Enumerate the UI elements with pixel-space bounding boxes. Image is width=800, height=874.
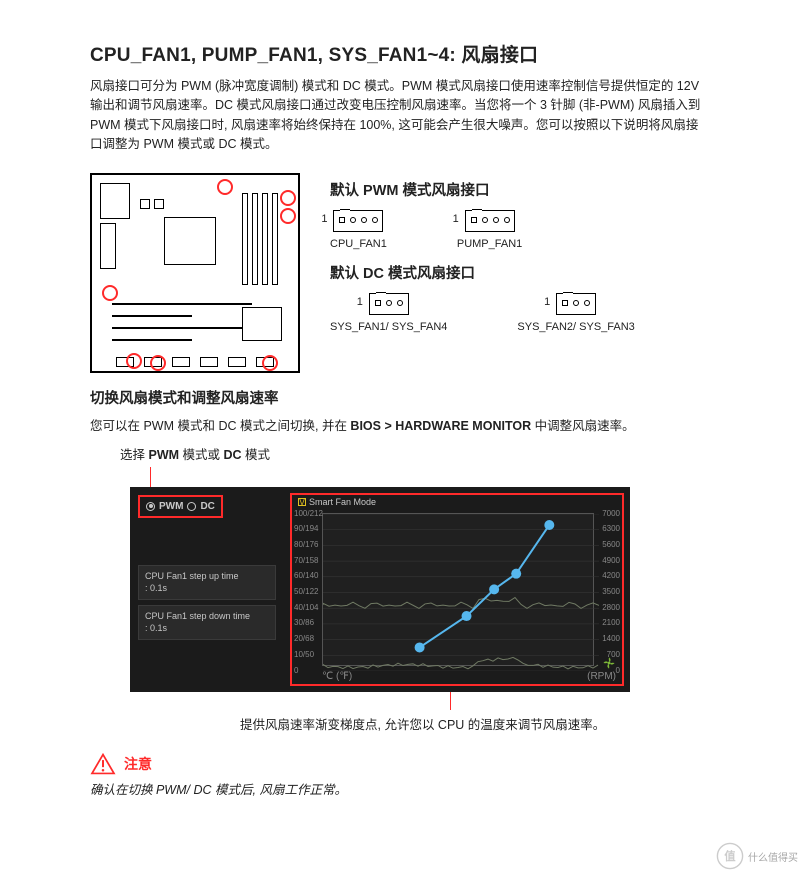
dc-group-title: 默认 DC 模式风扇接口 <box>330 262 710 283</box>
y-axis-left-label: 90/194 <box>294 524 318 533</box>
step-down-label: CPU Fan1 step down time <box>145 611 250 621</box>
step-down-box[interactable]: CPU Fan1 step down time : 0.1s <box>138 605 276 640</box>
radio-icon[interactable] <box>187 502 196 511</box>
y-axis-left-label: 80/176 <box>294 540 318 549</box>
motherboard-diagram <box>90 173 300 373</box>
y-axis-right-label: 4200 <box>602 571 620 580</box>
y-axis-left-label: 60/140 <box>294 571 318 580</box>
connector-label: PUMP_FAN1 <box>457 238 522 250</box>
connector-label: SYS_FAN1/ SYS_FAN4 <box>330 321 447 333</box>
bios-screenshot: PWM DC CPU Fan1 step up time : 0.1s CPU F… <box>130 487 630 692</box>
watermark-text: 什么值得买 <box>748 849 798 864</box>
y-axis-right-label: 1400 <box>602 634 620 643</box>
fan-connector: 1 SYS_FAN1/ SYS_FAN4 <box>330 293 447 333</box>
x-unit-left: ℃ (℉) <box>322 671 352 682</box>
step-up-box[interactable]: CPU Fan1 step up time : 0.1s <box>138 565 276 600</box>
watermark-icon: 值 <box>716 842 744 870</box>
y-axis-right-label: 0 <box>616 666 620 675</box>
connector-label: CPU_FAN1 <box>330 238 387 250</box>
pin1-label: 1 <box>544 296 550 308</box>
y-axis-left-label: 20/68 <box>294 634 314 643</box>
y-axis-right-label: 2100 <box>602 618 620 627</box>
y-axis-right-label: 4900 <box>602 556 620 565</box>
callout-mode-select: 选择 PWM 模式或 DC 模式 <box>120 444 710 463</box>
fan-icon <box>602 656 616 670</box>
checkbox-icon[interactable]: V <box>298 498 306 506</box>
warning-icon <box>90 753 116 775</box>
pointer-line <box>450 690 451 710</box>
watermark: 值 什么值得买 <box>716 842 798 870</box>
y-axis-right-label: 7000 <box>602 509 620 518</box>
page-title: CPU_FAN1, PUMP_FAN1, SYS_FAN1~4: 风扇接口 <box>90 40 710 67</box>
notice: 注意 <box>90 753 710 775</box>
mode-option-label[interactable]: PWM <box>159 501 183 512</box>
notice-title: 注意 <box>124 754 152 774</box>
text: 您可以在 PWM 模式和 DC 模式之间切换, 并在 <box>90 419 350 433</box>
y-axis-right-label: 6300 <box>602 524 620 533</box>
callout-curve: 提供风扇速率渐变梯度点, 允许您以 CPU 的温度来调节风扇速率。 <box>240 714 710 733</box>
y-axis-left-label: 40/104 <box>294 603 318 612</box>
y-axis-right-label: 5600 <box>602 540 620 549</box>
step-up-value: : 0.1s <box>145 582 269 595</box>
chart-title: VSmart Fan Mode <box>298 497 376 507</box>
y-axis-left-label: 30/86 <box>294 618 314 627</box>
fan-connector: 1PUMP_FAN1 <box>457 210 522 250</box>
y-axis-left-label: 70/158 <box>294 556 318 565</box>
y-axis-right-label: 2800 <box>602 603 620 612</box>
pwm-connectors: 1CPU_FAN11PUMP_FAN1 <box>330 210 710 250</box>
section2-title: 切换风扇模式和调整风扇速率 <box>90 387 710 408</box>
y-axis-right-label: 3500 <box>602 587 620 596</box>
notice-text: 确认在切换 PWM/ DC 模式后, 风扇工作正常。 <box>90 779 710 798</box>
fan-connector: 1CPU_FAN1 <box>330 210 387 250</box>
step-down-value: : 0.1s <box>145 622 269 635</box>
text: BIOS > HARDWARE MONITOR <box>350 419 531 433</box>
intro-text: 风扇接口可分为 PWM (脉冲宽度调制) 模式和 DC 模式。PWM 模式风扇接… <box>90 77 710 155</box>
pwm-group-title: 默认 PWM 模式风扇接口 <box>330 179 710 200</box>
y-axis-left-label: 50/122 <box>294 587 318 596</box>
x-unit-right: (RPM) <box>587 671 616 682</box>
svg-text:值: 值 <box>724 849 735 863</box>
mode-option-label[interactable]: DC <box>200 501 214 512</box>
pointer-line <box>150 467 151 489</box>
fan-mode-selector[interactable]: PWM DC <box>138 495 223 518</box>
y-axis-left-label: 10/50 <box>294 650 314 659</box>
y-axis-left-label: 0 <box>294 666 298 675</box>
section2-intro: 您可以在 PWM 模式和 DC 模式之间切换, 并在 BIOS > HARDWA… <box>90 416 710 436</box>
step-up-label: CPU Fan1 step up time <box>145 571 239 581</box>
pin1-label: 1 <box>357 296 363 308</box>
pin1-label: 1 <box>321 213 327 225</box>
pin1-label: 1 <box>453 213 459 225</box>
text: 中调整风扇速率。 <box>531 419 634 433</box>
fan-connector: 1 SYS_FAN2/ SYS_FAN3 <box>517 293 634 333</box>
connector-label: SYS_FAN2/ SYS_FAN3 <box>517 321 634 333</box>
y-axis-left-label: 100/212 <box>294 509 323 518</box>
fan-curve-panel: VSmart Fan Mode 100/212 90/194 80/176 70/15… <box>290 493 624 686</box>
radio-icon[interactable] <box>146 502 155 511</box>
dc-connectors: 1 SYS_FAN1/ SYS_FAN4 1 SYS_FAN2/ SYS_FAN3 <box>330 293 710 333</box>
fan-curve-chart[interactable] <box>322 513 594 666</box>
